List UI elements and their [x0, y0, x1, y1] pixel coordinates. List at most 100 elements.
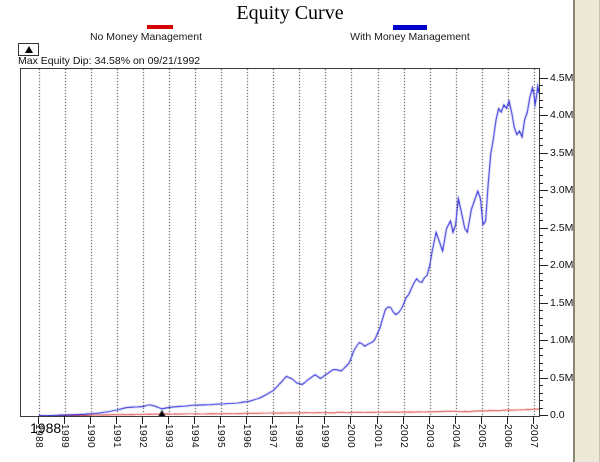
- x-tick-label: 2000: [345, 424, 356, 449]
- x-tick: [38, 416, 39, 424]
- x-tick: [64, 416, 65, 424]
- y-minor-tick: [539, 167, 543, 168]
- y-minor-tick: [539, 250, 543, 251]
- y-minor-tick: [539, 325, 543, 326]
- x-tick-label: 2005: [476, 424, 487, 449]
- y-minor-tick: [539, 100, 543, 101]
- legend-label-no-money-management: No Money Management: [89, 31, 203, 43]
- y-major-tick: [539, 340, 548, 341]
- legend-swatch-no-money-management: [147, 25, 173, 29]
- y-minor-tick: [539, 385, 543, 386]
- x-tick: [533, 416, 534, 424]
- y-tick-label: 2.5M: [550, 222, 574, 234]
- y-minor-tick: [539, 258, 543, 259]
- x-tick: [168, 416, 169, 424]
- y-minor-tick: [539, 310, 543, 311]
- y-major-tick: [539, 190, 548, 191]
- plot-area: [20, 68, 540, 417]
- y-minor-tick: [539, 318, 543, 319]
- x-tick: [142, 416, 143, 424]
- y-major-tick: [539, 153, 548, 154]
- y-major-tick: [539, 115, 548, 116]
- y-tick-label: 0.5M: [550, 372, 574, 384]
- triangle-up-icon: [24, 46, 33, 53]
- y-major-tick: [539, 378, 548, 379]
- legend-label-with-money-management: With Money Management: [350, 31, 470, 43]
- x-tick: [272, 416, 273, 424]
- y-minor-tick: [539, 107, 543, 108]
- y-minor-tick: [539, 348, 543, 349]
- x-tick: [403, 416, 404, 424]
- x-tick: [429, 416, 430, 424]
- y-minor-tick: [539, 197, 543, 198]
- y-major-tick: [539, 415, 548, 416]
- x-tick: [350, 416, 351, 424]
- y-minor-tick: [539, 220, 543, 221]
- dip-marker-button[interactable]: [18, 43, 39, 56]
- y-minor-tick: [539, 295, 543, 296]
- y-tick-label: 4.5M: [550, 72, 574, 84]
- max-equity-dip-note: Max Equity Dip: 34.58% on 09/21/1992: [18, 55, 201, 67]
- y-tick-label: 4.0M: [550, 109, 574, 121]
- x-tick: [507, 416, 508, 424]
- x-tick-label: 1998: [293, 424, 304, 449]
- y-minor-tick: [539, 273, 543, 274]
- y-minor-tick: [539, 160, 543, 161]
- y-minor-tick: [539, 363, 543, 364]
- x-tick-label: 1991: [111, 424, 122, 449]
- y-minor-tick: [539, 183, 543, 184]
- x-tick-label: 1999: [319, 424, 330, 449]
- y-tick-label: 1.0M: [550, 334, 574, 346]
- y-minor-tick: [539, 138, 543, 139]
- y-minor-tick: [539, 288, 543, 289]
- y-major-tick: [539, 303, 548, 304]
- x-tick-label: 2001: [372, 424, 383, 449]
- y-minor-tick: [539, 408, 543, 409]
- x-tick-label: 2002: [398, 424, 409, 449]
- y-tick-label: 1.5M: [550, 297, 574, 309]
- x-tick: [377, 416, 378, 424]
- y-minor-tick: [539, 205, 543, 206]
- y-minor-tick: [539, 123, 543, 124]
- x-tick-label: 2003: [424, 424, 435, 449]
- y-minor-tick: [539, 85, 543, 86]
- y-minor-tick: [539, 145, 543, 146]
- y-minor-tick: [539, 370, 543, 371]
- x-tick: [298, 416, 299, 424]
- chart-title: Equity Curve: [236, 2, 344, 24]
- y-tick-label: 0.0: [550, 409, 565, 421]
- y-minor-tick: [539, 280, 543, 281]
- x-tick-label: 2006: [502, 424, 513, 449]
- y-minor-tick: [539, 400, 543, 401]
- x-tick-label: 1995: [215, 424, 226, 449]
- y-minor-tick: [539, 93, 543, 94]
- x-tick-label: 2004: [450, 424, 461, 449]
- x-tick: [116, 416, 117, 424]
- x-tick-label: 1996: [241, 424, 252, 449]
- equity-curve-canvas: [21, 69, 539, 416]
- x-tick-label: 2007: [528, 424, 539, 449]
- y-minor-tick: [539, 235, 543, 236]
- x-tick: [455, 416, 456, 424]
- x-tick-label: 1992: [137, 424, 148, 449]
- y-minor-tick: [539, 213, 543, 214]
- y-major-tick: [539, 265, 548, 266]
- x-tick-label: 1990: [85, 424, 96, 449]
- x-tick: [90, 416, 91, 424]
- y-minor-tick: [539, 175, 543, 176]
- x-tick: [481, 416, 482, 424]
- y-major-tick: [539, 78, 548, 79]
- legend-swatch-with-money-management: [393, 25, 427, 30]
- y-minor-tick: [539, 333, 543, 334]
- x-tick: [246, 416, 247, 424]
- x-axis-era-label: 1988: [30, 420, 62, 436]
- x-tick: [220, 416, 221, 424]
- x-tick-label: 1997: [267, 424, 278, 449]
- y-tick-label: 2.0M: [550, 259, 574, 271]
- y-minor-tick: [539, 355, 543, 356]
- window-side-panel: [573, 0, 600, 462]
- y-tick-label: 3.5M: [550, 147, 574, 159]
- x-tick-label: 1993: [163, 424, 174, 449]
- y-major-tick: [539, 228, 548, 229]
- x-tick: [324, 416, 325, 424]
